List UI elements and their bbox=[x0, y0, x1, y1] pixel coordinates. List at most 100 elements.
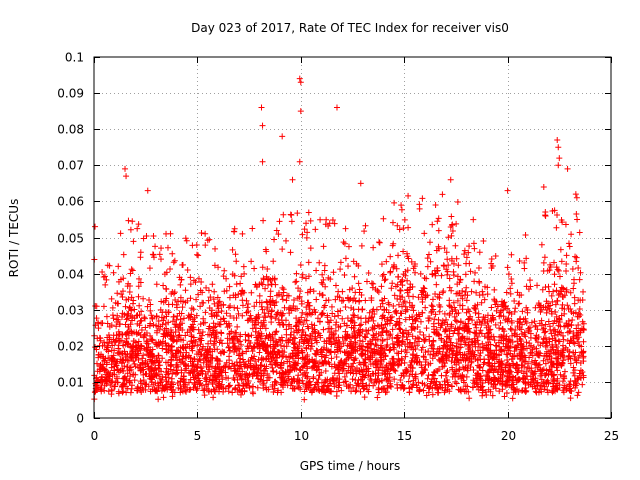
data-point bbox=[489, 392, 496, 399]
data-point bbox=[271, 302, 278, 309]
data-point bbox=[443, 249, 450, 256]
data-point bbox=[337, 259, 344, 266]
data-point bbox=[142, 359, 149, 366]
data-point bbox=[159, 340, 166, 347]
data-point bbox=[249, 348, 256, 355]
data-point bbox=[280, 289, 287, 296]
data-point bbox=[342, 225, 349, 232]
data-point bbox=[404, 277, 411, 284]
data-point bbox=[299, 309, 306, 316]
data-point bbox=[552, 328, 559, 335]
data-point bbox=[563, 268, 570, 275]
data-point bbox=[102, 371, 109, 378]
data-point bbox=[265, 281, 272, 288]
data-point bbox=[220, 315, 227, 322]
outlier-point bbox=[556, 155, 563, 162]
data-point bbox=[380, 215, 387, 222]
data-point bbox=[252, 321, 259, 328]
data-point bbox=[400, 248, 407, 255]
data-point bbox=[415, 379, 422, 386]
data-point bbox=[261, 309, 268, 316]
data-point bbox=[551, 207, 558, 214]
data-point bbox=[443, 338, 450, 345]
data-point bbox=[555, 267, 562, 274]
data-point bbox=[444, 377, 451, 384]
outlier-point bbox=[279, 133, 286, 140]
data-point bbox=[503, 289, 510, 296]
data-point bbox=[122, 321, 129, 328]
data-point bbox=[346, 354, 353, 361]
data-point bbox=[141, 315, 148, 322]
data-point bbox=[358, 321, 365, 328]
data-point bbox=[339, 315, 346, 322]
data-point bbox=[459, 306, 466, 313]
data-point bbox=[541, 386, 548, 393]
data-point bbox=[512, 388, 519, 395]
data-point bbox=[542, 321, 549, 328]
data-point bbox=[140, 295, 147, 302]
data-point bbox=[549, 298, 556, 305]
data-point bbox=[230, 333, 237, 340]
data-point bbox=[155, 342, 162, 349]
data-point bbox=[111, 383, 118, 390]
data-point bbox=[155, 318, 162, 325]
data-point bbox=[525, 360, 532, 367]
data-point bbox=[124, 329, 131, 336]
data-point bbox=[492, 375, 499, 382]
data-point bbox=[242, 337, 249, 344]
data-point bbox=[314, 329, 321, 336]
data-point bbox=[153, 340, 160, 347]
data-point bbox=[240, 263, 247, 270]
data-point bbox=[226, 283, 233, 290]
outlier-point bbox=[92, 223, 99, 230]
data-point bbox=[466, 356, 473, 363]
data-point bbox=[135, 356, 142, 363]
data-point bbox=[461, 247, 468, 254]
data-point bbox=[389, 280, 396, 287]
data-point bbox=[236, 351, 243, 358]
data-point bbox=[293, 270, 300, 277]
data-point bbox=[267, 288, 274, 295]
data-point bbox=[113, 362, 120, 369]
data-point bbox=[410, 307, 417, 314]
data-point bbox=[282, 237, 289, 244]
data-point bbox=[331, 313, 338, 320]
data-point bbox=[232, 251, 239, 258]
data-point bbox=[435, 215, 442, 222]
data-point bbox=[307, 381, 314, 388]
data-point bbox=[425, 389, 432, 396]
data-point bbox=[308, 321, 315, 328]
data-point bbox=[554, 367, 561, 374]
data-point bbox=[211, 300, 218, 307]
data-point bbox=[128, 294, 135, 301]
data-point bbox=[182, 387, 189, 394]
data-point bbox=[220, 301, 227, 308]
data-point bbox=[230, 315, 237, 322]
data-point bbox=[446, 328, 453, 335]
data-point bbox=[351, 295, 358, 302]
data-point bbox=[496, 352, 503, 359]
data-point bbox=[516, 258, 523, 265]
data-point bbox=[496, 325, 503, 332]
data-point bbox=[305, 209, 312, 216]
data-point bbox=[164, 244, 171, 251]
data-point bbox=[120, 342, 127, 349]
data-point bbox=[213, 309, 220, 316]
data-point bbox=[342, 349, 349, 356]
data-point bbox=[315, 376, 322, 383]
data-point bbox=[203, 381, 210, 388]
data-point bbox=[256, 349, 263, 356]
data-point bbox=[546, 323, 553, 330]
data-point bbox=[342, 328, 349, 335]
data-point bbox=[187, 281, 194, 288]
data-point bbox=[305, 259, 312, 266]
data-point bbox=[277, 362, 284, 369]
data-point bbox=[326, 329, 333, 336]
data-point bbox=[389, 335, 396, 342]
data-point bbox=[466, 329, 473, 336]
data-point bbox=[423, 392, 430, 399]
data-point bbox=[519, 374, 526, 381]
data-point bbox=[266, 358, 273, 365]
data-point bbox=[519, 387, 526, 394]
data-point bbox=[513, 362, 520, 369]
